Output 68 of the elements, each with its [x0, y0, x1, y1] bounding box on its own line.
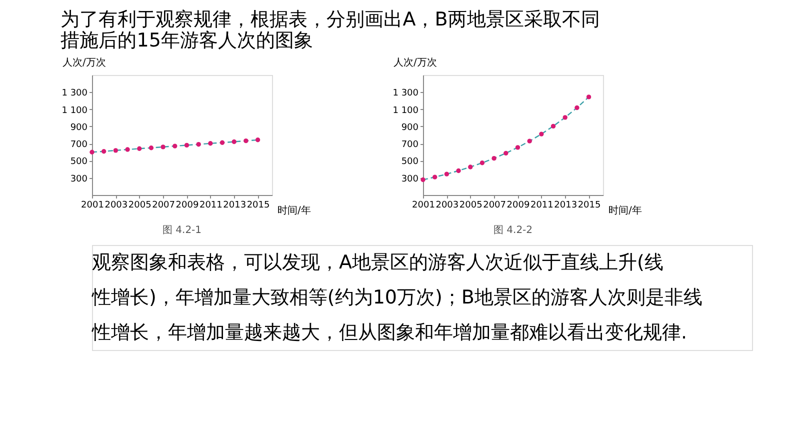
point [456, 168, 461, 174]
point [574, 105, 580, 110]
x-tick-label: 2005 [459, 200, 482, 210]
y-tick-label: 700 [401, 140, 419, 150]
point [420, 177, 426, 182]
x-tick-label: 2013 [223, 200, 246, 210]
point [468, 164, 473, 170]
y-tick-label: 300 [401, 174, 419, 184]
x-tick-label: 2007 [483, 200, 506, 210]
text: 观察图象和表格，可以发现，A地景区的游客人次近似于直线上升(线 [92, 252, 664, 274]
y-tick-label: 700 [70, 140, 88, 150]
x-tick-label: 2005 [128, 200, 152, 210]
x-tick-label: 2001 [81, 200, 104, 210]
y-tick-label: 500 [70, 157, 88, 168]
x-tick-label: 2007 [152, 200, 176, 210]
y-tick-label: 900 [70, 122, 88, 133]
point [160, 144, 166, 150]
x-tick-label: 2011 [530, 200, 554, 210]
caption: 图 4.2-2 [493, 225, 533, 236]
y-axis-title: 人次/万次 [62, 58, 106, 68]
x-axis-title: 时间/年 [278, 204, 311, 216]
x-tick-label: 2015 [246, 200, 270, 210]
point [480, 160, 485, 166]
point [550, 124, 556, 129]
text: 性增长，年增加量越来越大，但从图象和年增加量都难以看出变化规律. [91, 322, 688, 344]
caption: 图 4.2-1 [162, 225, 202, 236]
point [432, 174, 438, 180]
y-tick-label: 500 [401, 157, 419, 168]
x-tick-label: 2013 [554, 200, 578, 210]
point [444, 172, 450, 176]
point [148, 146, 154, 150]
point [184, 142, 190, 148]
point [125, 147, 130, 152]
point [562, 115, 568, 120]
y-tick-label: 1 100 [392, 106, 419, 116]
x-tick-label: 2003 [104, 200, 128, 210]
x-tick-label: 2015 [578, 200, 601, 210]
x-axis-title: 时间/年 [608, 204, 642, 216]
point [196, 142, 201, 147]
point [232, 139, 236, 144]
x-tick-label: 2011 [199, 200, 222, 210]
x-tick-label: 2009 [506, 200, 530, 210]
x-tick-label: 2001 [412, 200, 435, 210]
point [101, 149, 106, 154]
point [244, 138, 248, 144]
point [208, 141, 213, 146]
y-axis-title: 人次/万次 [394, 58, 437, 68]
y-tick-label: 900 [401, 122, 419, 133]
point [504, 150, 508, 156]
point [113, 148, 118, 153]
point [539, 132, 544, 136]
point [255, 138, 260, 142]
point [515, 145, 520, 150]
point [220, 140, 225, 145]
y-tick-label: 1 300 [392, 88, 419, 99]
point [137, 146, 142, 151]
text: 为了有利于观察规律，根据表，分别画出A，B两地景区采取不同措施后的15年游客人次的图象 [60, 8, 600, 52]
y-tick-label: 1 300 [62, 88, 88, 99]
point [492, 156, 496, 161]
point [586, 94, 592, 100]
point [172, 144, 178, 148]
point [90, 150, 94, 154]
point [527, 138, 532, 144]
y-tick-label: 300 [70, 174, 88, 184]
y-tick-label: 1 100 [62, 106, 88, 116]
text: 性增长)，年增加量大致相等(约为10万次)；B地景区的游客人次则是非线 [91, 286, 702, 308]
x-tick-label: 2003 [436, 200, 459, 210]
x-tick-label: 2009 [176, 200, 199, 210]
